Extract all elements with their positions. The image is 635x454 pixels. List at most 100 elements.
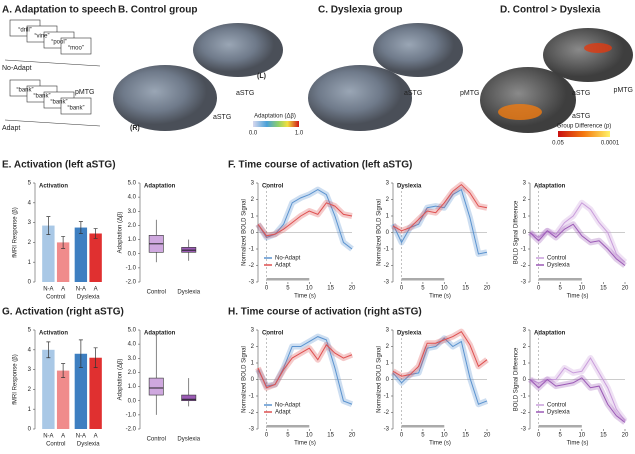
x-tick-label: N-A [43, 434, 53, 440]
y-axis-label: Normalized BOLD Signal [377, 199, 383, 266]
stimulus-period [538, 425, 582, 428]
word: “bank” [16, 88, 33, 94]
panel-title: D. Control > Dyslexia [500, 5, 601, 16]
y-tick-label: 4 [28, 347, 32, 353]
group-label: Dyslexia [77, 295, 100, 301]
stimulus-period [401, 425, 445, 428]
word: “moo” [68, 46, 84, 52]
region-label: aSTG [213, 114, 231, 121]
bar [56, 370, 70, 429]
x-tick-label: 5 [559, 286, 563, 292]
legend-label: Adapt [275, 410, 291, 416]
bar [89, 357, 102, 429]
error-bar [61, 236, 66, 249]
y-tick-label: -3 [384, 280, 390, 286]
y-tick-label: 2 [251, 344, 255, 350]
bar [89, 233, 102, 282]
x-tick-label: 15 [600, 286, 607, 292]
x-tick-label: 5 [286, 286, 290, 292]
group-label: Control [46, 442, 65, 448]
y-tick-label: -1 [249, 394, 255, 400]
y-tick-label: -2 [384, 263, 390, 269]
x-tick-label: 15 [462, 433, 469, 439]
x-tick-label: 5 [286, 433, 290, 439]
word: “pool” [51, 40, 66, 46]
x-tick-label: 0 [265, 286, 269, 292]
x-tick-label: N-A [76, 287, 86, 293]
x-tick-label: 15 [600, 433, 607, 439]
y-tick-label: -3 [249, 427, 255, 433]
y-tick-label: 2 [523, 344, 527, 350]
y-tick-label: 5 [28, 328, 32, 334]
bar [74, 227, 88, 282]
y-tick-label: 0 [251, 377, 255, 383]
y-tick-label: 3 [251, 181, 255, 187]
group-label: Control [46, 295, 65, 301]
line [529, 223, 626, 266]
stimulus-period [266, 278, 310, 281]
brain [373, 23, 463, 77]
y-tick-label: 0 [523, 230, 527, 236]
y-tick-label: 2.0 [128, 223, 137, 229]
y-tick-label: 1 [251, 214, 255, 220]
y-tick-label: -1 [384, 394, 390, 400]
x-tick-label: 0 [265, 433, 269, 439]
y-axis-label: fMRI Response (β) [13, 354, 19, 404]
colorbar [253, 121, 299, 127]
region-label: pMTG [614, 87, 633, 94]
x-tick-label: A [94, 434, 98, 440]
region-label: (R) [130, 125, 140, 132]
x-tick-label: Dyslexia [177, 437, 200, 443]
x-tick-label: 20 [349, 286, 356, 292]
y-tick-label: -1.0 [126, 265, 137, 271]
x-tick-label: 20 [484, 433, 491, 439]
y-tick-label: 3 [28, 367, 32, 373]
panel-title: F. Time course of activation (left aSTG) [228, 160, 412, 171]
bar [74, 353, 88, 429]
chart-title: Activation [39, 184, 68, 190]
y-tick-label: 2 [523, 197, 527, 203]
x-tick-label: 20 [622, 286, 629, 292]
x-axis-label: Time (s) [294, 294, 316, 300]
y-tick-label: 0 [386, 230, 390, 236]
colorbar-tick: 0.0001 [601, 141, 620, 147]
y-tick-label: 2 [28, 387, 32, 393]
x-tick-label: 0 [537, 433, 541, 439]
y-tick-label: 1 [386, 361, 390, 367]
y-tick-label: 1.0 [128, 237, 137, 243]
y-axis-label: Normalized BOLD Signal [242, 199, 248, 266]
y-tick-label: -1 [521, 247, 527, 253]
x-tick-label: 10 [306, 433, 313, 439]
panel-title: A. Adaptation to speech [2, 5, 116, 16]
x-tick-label: 10 [578, 433, 585, 439]
y-tick-label: 4.0 [128, 342, 137, 348]
x-tick-label: 20 [484, 286, 491, 292]
word: “bank” [33, 94, 50, 100]
y-tick-label: 0 [386, 377, 390, 383]
colorbar-tick: 0.05 [552, 141, 564, 147]
x-tick-label: Control [147, 290, 166, 296]
error-bar [78, 221, 83, 234]
y-tick-label: 3 [386, 328, 390, 334]
y-tick-label: 3 [28, 220, 32, 226]
brain [543, 28, 633, 82]
panel-title: G. Activation (right aSTG) [2, 307, 124, 318]
legend-label: Dyslexia [547, 410, 570, 416]
y-tick-label: 0 [251, 230, 255, 236]
colorbar-title: Adaptation (Δβ) [254, 114, 296, 120]
y-tick-label: -1.0 [126, 412, 137, 418]
y-tick-label: 5 [28, 181, 32, 187]
panel-title: H. Time course of activation (right aSTG… [228, 307, 422, 318]
x-tick-label: 5 [421, 286, 425, 292]
line [529, 377, 626, 423]
legend-label: No-Adapt [275, 403, 301, 409]
y-tick-label: 1 [28, 260, 32, 266]
colorbar-tick: 1.0 [295, 131, 304, 137]
y-tick-label: -1 [249, 247, 255, 253]
y-tick-label: -3 [249, 280, 255, 286]
y-tick-label: 3.0 [128, 209, 137, 215]
x-axis-label: Time (s) [294, 441, 316, 447]
y-tick-label: -2.0 [126, 427, 137, 433]
group-label: Dyslexia [77, 442, 100, 448]
